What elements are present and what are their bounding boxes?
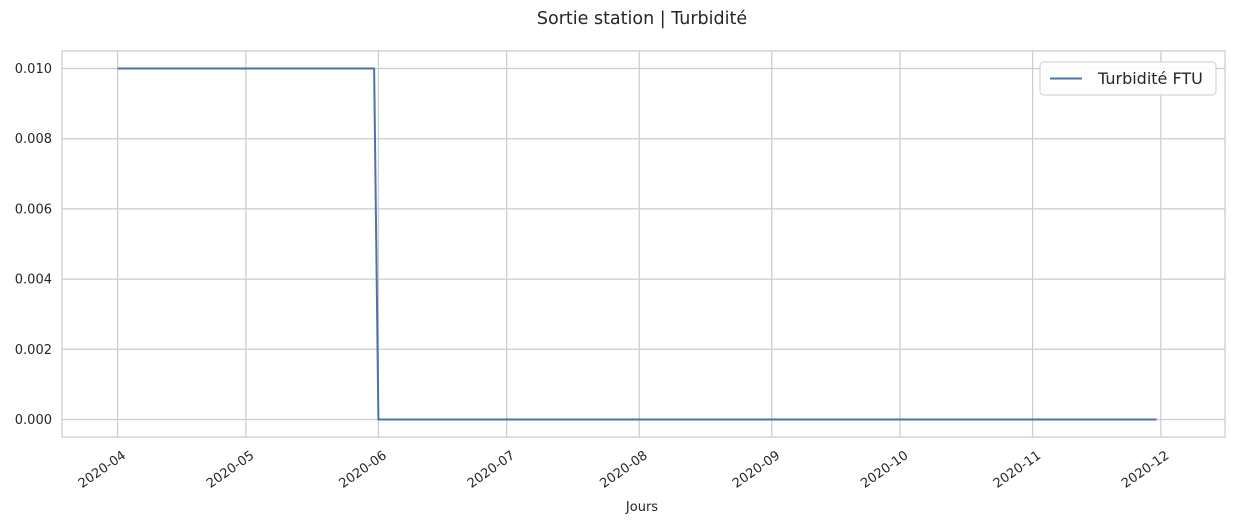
x-tick-label: 2020-06 [337, 448, 390, 491]
x-tick-label: 2020-04 [76, 448, 129, 491]
x-tick-label: 2020-12 [1119, 448, 1172, 491]
x-tick-label: 2020-05 [204, 448, 257, 491]
legend: Turbidité FTU [1039, 61, 1217, 96]
y-tick-label: 0.010 [15, 62, 52, 77]
plot-frame [61, 50, 1226, 438]
x-axis-label: Jours [625, 500, 658, 515]
x-tick-label: 2020-08 [597, 448, 650, 491]
series-line-turbidite [117, 67, 1157, 421]
chart-title: Sortie station | Turbidité [537, 9, 747, 29]
x-tick-label: 2020-09 [730, 448, 783, 491]
y-tick-labels: 0.000 0.002 0.004 0.006 0.008 0.010 [15, 62, 52, 428]
y-tick-label: 0.006 [15, 202, 52, 217]
y-tick-label: 0.004 [15, 273, 52, 288]
x-tick-labels: 2020-04 2020-05 2020-06 2020-07 2020-08 2020-… [76, 448, 1172, 491]
legend-box [1039, 61, 1217, 96]
y-tick-label: 0.008 [15, 132, 52, 147]
y-tick-label: 0.002 [15, 343, 52, 358]
series-layer [117, 67, 1157, 421]
y-tick-label: 0.000 [15, 413, 52, 428]
grid [62, 51, 1225, 437]
x-tick-label: 2020-11 [991, 448, 1044, 491]
x-tick-label: 2020-07 [465, 448, 518, 491]
legend-label-turbidite: Turbidité FTU [1097, 69, 1203, 88]
x-tick-label: 2020-10 [858, 448, 911, 491]
